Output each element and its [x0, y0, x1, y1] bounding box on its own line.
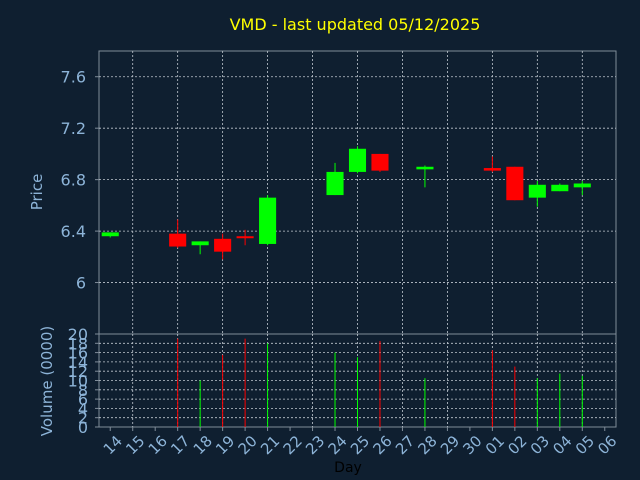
volume-axis-label: Volume (0000)	[38, 326, 56, 436]
price-tick-label: 6	[76, 274, 86, 293]
candle-body	[528, 184, 546, 198]
price-axis-label: Price	[28, 174, 46, 211]
chart-title: VMD - last updated 05/12/2025	[230, 15, 481, 34]
candle-body	[371, 153, 389, 171]
price-tick-label: 7.2	[61, 119, 86, 138]
candle-body	[259, 197, 277, 244]
candle-body	[348, 148, 367, 172]
candle-body	[326, 171, 344, 196]
price-tick-label: 6.8	[61, 171, 86, 190]
candle-body	[236, 236, 254, 239]
volume-tick-label: 10	[68, 372, 88, 391]
volume-tick-label: 20	[68, 325, 88, 344]
volume-tick-label: 16	[68, 344, 88, 363]
candle-body	[483, 168, 501, 171]
volume-tick-label: 6	[78, 390, 88, 409]
price-panel: 6 6.4 6.8 7.2 7.6	[61, 50, 617, 335]
volume-tick-label: 4	[78, 399, 88, 418]
volume-tick-label: 8	[78, 381, 88, 400]
volume-tick-label: 12	[68, 362, 88, 381]
candle-body	[416, 166, 434, 170]
price-tick-label: 7.6	[61, 68, 86, 87]
volume-tick-label: 2	[78, 409, 88, 428]
candle-body	[551, 184, 569, 192]
volume-tick-label: 18	[68, 334, 88, 353]
candle-body	[214, 238, 232, 252]
candle-body	[169, 233, 187, 247]
candle-body	[573, 183, 591, 188]
candle-body	[101, 232, 119, 237]
x-axis-label: Day	[334, 460, 362, 476]
price-tick-label: 6.4	[61, 222, 86, 241]
x-axis: 1415161718192021222324252627282930010203…	[100, 427, 621, 458]
volume-tick-label: 14	[68, 353, 88, 372]
volume-tick-label: 0	[78, 418, 88, 437]
x-tick-label: 06	[594, 432, 620, 458]
candle-body	[506, 166, 524, 201]
candle-body	[191, 241, 209, 246]
